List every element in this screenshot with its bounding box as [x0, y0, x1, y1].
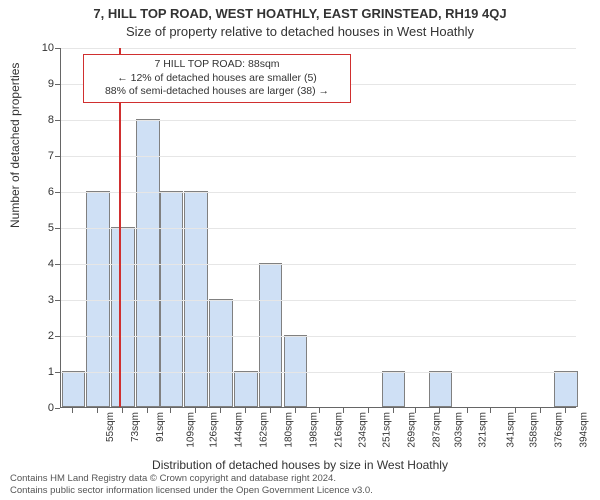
gridline — [61, 228, 576, 229]
histogram-bar — [160, 191, 184, 407]
x-tick-label: 321sqm — [478, 412, 489, 448]
gridline — [61, 264, 576, 265]
histogram-bar — [259, 263, 283, 407]
histogram-bar — [234, 371, 258, 407]
histogram-bar — [184, 191, 208, 407]
x-tick-label: 251sqm — [381, 412, 392, 448]
x-tick-label: 287sqm — [431, 412, 442, 448]
x-tick-mark — [245, 408, 246, 413]
y-tick-label: 10 — [14, 42, 54, 54]
x-tick-mark — [147, 408, 148, 413]
y-tick-label: 0 — [14, 402, 54, 414]
x-tick-label: 180sqm — [283, 412, 294, 448]
y-tick-label: 4 — [14, 258, 54, 270]
footer-attribution: Contains HM Land Registry data © Crown c… — [10, 473, 373, 496]
x-tick-mark — [319, 408, 320, 413]
x-tick-label: 341sqm — [506, 412, 517, 448]
annotation-line1: 7 HILL TOP ROAD: 88sqm — [90, 58, 344, 72]
y-tick-label: 5 — [14, 222, 54, 234]
x-tick-label: 376sqm — [554, 412, 565, 448]
x-tick-mark — [72, 408, 73, 413]
gridline — [61, 192, 576, 193]
x-tick-mark — [439, 408, 440, 413]
plot-area: 7 HILL TOP ROAD: 88sqm ← 12% of detached… — [60, 48, 576, 408]
x-tick-mark — [270, 408, 271, 413]
histogram-bar — [554, 371, 578, 407]
x-tick-mark — [368, 408, 369, 413]
x-tick-mark — [295, 408, 296, 413]
histogram-bar — [382, 371, 406, 407]
histogram-bar — [62, 371, 86, 407]
y-tick-label: 9 — [14, 78, 54, 90]
x-tick-label: 358sqm — [529, 412, 540, 448]
x-tick-label: 162sqm — [259, 412, 270, 448]
gridline — [61, 336, 576, 337]
x-tick-mark — [343, 408, 344, 413]
x-tick-mark — [467, 408, 468, 413]
x-tick-mark — [122, 408, 123, 413]
y-tick-label: 8 — [14, 114, 54, 126]
x-tick-label: 198sqm — [308, 412, 319, 448]
x-tick-label: 55sqm — [105, 412, 116, 442]
marker-annotation-box: 7 HILL TOP ROAD: 88sqm ← 12% of detached… — [83, 54, 351, 103]
gridline — [61, 156, 576, 157]
histogram-bar — [429, 371, 453, 407]
histogram-bar — [136, 119, 160, 407]
page-title-line2: Size of property relative to detached ho… — [0, 24, 600, 39]
x-tick-mark — [540, 408, 541, 413]
x-tick-label: 303sqm — [453, 412, 464, 448]
x-tick-label: 109sqm — [185, 412, 196, 448]
x-tick-mark — [490, 408, 491, 413]
x-tick-mark — [170, 408, 171, 413]
y-tick-label: 7 — [14, 150, 54, 162]
gridline — [61, 120, 576, 121]
histogram-bar — [284, 335, 308, 407]
y-tick-label: 1 — [14, 366, 54, 378]
x-tick-label: 91sqm — [155, 412, 166, 442]
x-tick-label: 269sqm — [406, 412, 417, 448]
x-tick-mark — [565, 408, 566, 413]
x-tick-label: 234sqm — [358, 412, 369, 448]
histogram-bar — [111, 227, 135, 407]
x-tick-mark — [97, 408, 98, 413]
gridline — [61, 372, 576, 373]
footer-line2: Contains public sector information licen… — [10, 485, 373, 496]
histogram-bar — [209, 299, 233, 407]
x-tick-label: 394sqm — [579, 412, 590, 448]
chart-frame: 7, HILL TOP ROAD, WEST HOATHLY, EAST GRI… — [0, 0, 600, 500]
gridline — [61, 300, 576, 301]
x-tick-mark — [220, 408, 221, 413]
x-axis-label: Distribution of detached houses by size … — [0, 458, 600, 472]
x-tick-mark — [195, 408, 196, 413]
footer-line1: Contains HM Land Registry data © Crown c… — [10, 473, 373, 484]
x-tick-label: 73sqm — [130, 412, 141, 442]
page-title-line1: 7, HILL TOP ROAD, WEST HOATHLY, EAST GRI… — [0, 6, 600, 21]
annotation-line2: ← 12% of detached houses are smaller (5) — [90, 72, 344, 86]
y-tick-label: 2 — [14, 330, 54, 342]
annotation-line3: 88% of semi-detached houses are larger (… — [90, 85, 344, 99]
gridline — [61, 48, 576, 49]
y-tick-label: 3 — [14, 294, 54, 306]
x-tick-mark — [415, 408, 416, 413]
x-tick-label: 144sqm — [234, 412, 245, 448]
x-tick-label: 126sqm — [209, 412, 220, 448]
x-tick-label: 216sqm — [333, 412, 344, 448]
x-tick-mark — [393, 408, 394, 413]
x-tick-mark — [515, 408, 516, 413]
y-tick-label: 6 — [14, 186, 54, 198]
histogram-bar — [86, 191, 110, 407]
